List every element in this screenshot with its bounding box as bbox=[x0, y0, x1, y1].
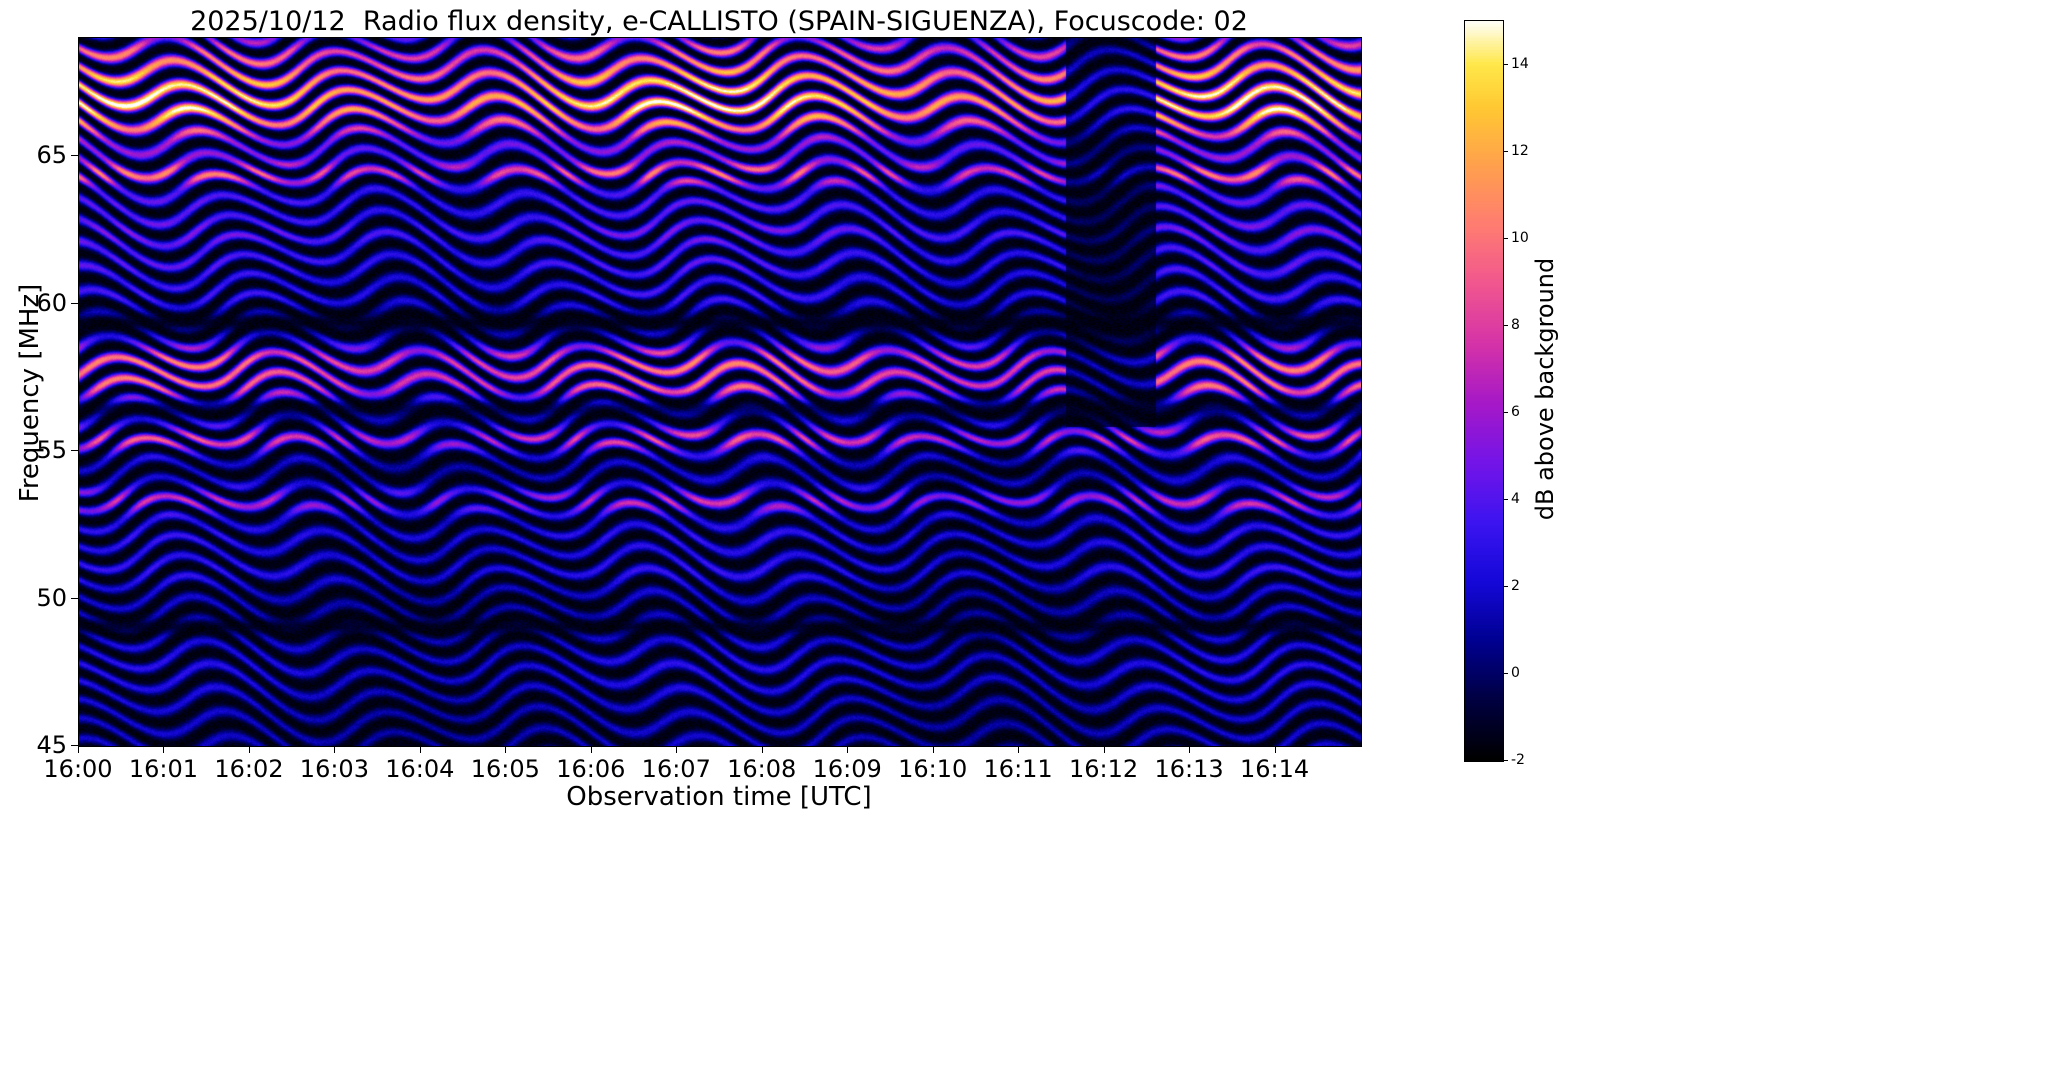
x-tick-label: 16:03 bbox=[299, 755, 369, 783]
y-tick-mark bbox=[71, 155, 78, 156]
y-tick-mark bbox=[71, 745, 78, 746]
y-tick-mark bbox=[71, 302, 78, 304]
x-tick-label: 16:05 bbox=[470, 755, 540, 783]
colorbar-tick-mark bbox=[1504, 63, 1508, 65]
x-tick-label: 16:02 bbox=[214, 755, 284, 783]
x-tick-mark bbox=[590, 746, 592, 753]
x-tick-mark bbox=[847, 746, 849, 753]
x-tick-label: 16:06 bbox=[556, 755, 626, 783]
colorbar-tick-mark bbox=[1504, 324, 1508, 326]
x-tick-mark bbox=[1189, 746, 1191, 753]
colorbar-tick-label: 12 bbox=[1511, 142, 1529, 159]
colorbar-tick-label: 14 bbox=[1511, 55, 1529, 72]
x-tick-mark bbox=[932, 746, 934, 753]
x-tick-mark bbox=[334, 746, 336, 753]
colorbar-label: dB above background bbox=[1531, 257, 1559, 521]
y-axis-label: Frequency [MHz] bbox=[15, 283, 45, 503]
y-tick-label: 60 bbox=[36, 288, 67, 317]
colorbar-tick-mark bbox=[1504, 237, 1508, 239]
x-tick-label: 16:14 bbox=[1239, 755, 1310, 783]
x-axis-label: Observation time [UTC] bbox=[566, 782, 872, 812]
y-tick-label: 45 bbox=[36, 731, 67, 759]
x-tick-mark bbox=[1103, 746, 1105, 753]
colorbar-tick-mark bbox=[1504, 760, 1508, 761]
colorbar-tick-label: 10 bbox=[1511, 229, 1529, 246]
y-tick-mark bbox=[71, 450, 78, 451]
y-tick-mark bbox=[71, 597, 78, 599]
x-tick-mark bbox=[78, 746, 79, 753]
colorbar-tick-mark bbox=[1504, 672, 1508, 674]
colorbar-tick-label: 0 bbox=[1511, 664, 1520, 681]
x-tick-mark bbox=[1018, 746, 1020, 753]
x-tick-mark bbox=[1274, 746, 1276, 753]
spectrogram-canvas bbox=[78, 37, 1362, 747]
colorbar-tick-mark bbox=[1504, 150, 1508, 152]
colorbar-tick-mark bbox=[1504, 411, 1508, 413]
y-tick-label: 50 bbox=[36, 583, 67, 612]
colorbar-canvas bbox=[1464, 20, 1504, 762]
x-tick-label: 16:13 bbox=[1154, 755, 1224, 783]
x-tick-mark bbox=[505, 746, 507, 753]
colorbar-tick-label: 4 bbox=[1511, 490, 1520, 507]
x-tick-label: 16:10 bbox=[898, 755, 968, 783]
x-tick-label: 16:09 bbox=[812, 755, 882, 783]
colorbar-tick-mark bbox=[1504, 498, 1508, 500]
chart-title: 2025/10/12 Radio flux density, e-CALLIST… bbox=[190, 6, 1248, 37]
x-tick-label: 16:08 bbox=[727, 755, 797, 783]
y-tick-label: 55 bbox=[36, 436, 67, 464]
x-tick-label: 16:01 bbox=[128, 755, 199, 783]
colorbar-tick-mark bbox=[1504, 585, 1508, 587]
colorbar-tick-label: 6 bbox=[1511, 403, 1520, 420]
y-tick-label: 65 bbox=[36, 141, 67, 169]
x-tick-mark bbox=[761, 746, 763, 753]
colorbar-tick-label: 8 bbox=[1511, 316, 1520, 333]
x-tick-label: 16:11 bbox=[983, 755, 1053, 783]
x-tick-mark bbox=[419, 746, 421, 753]
colorbar-tick-label: -2 bbox=[1511, 752, 1525, 768]
colorbar-tick-label: 2 bbox=[1511, 577, 1520, 594]
x-tick-label: 16:07 bbox=[641, 755, 711, 783]
x-tick-mark bbox=[163, 746, 165, 753]
x-tick-label: 16:12 bbox=[1069, 755, 1139, 783]
x-tick-label: 16:00 bbox=[43, 755, 113, 783]
x-tick-label: 16:04 bbox=[385, 755, 455, 783]
x-tick-mark bbox=[676, 746, 678, 753]
x-tick-mark bbox=[248, 746, 250, 753]
